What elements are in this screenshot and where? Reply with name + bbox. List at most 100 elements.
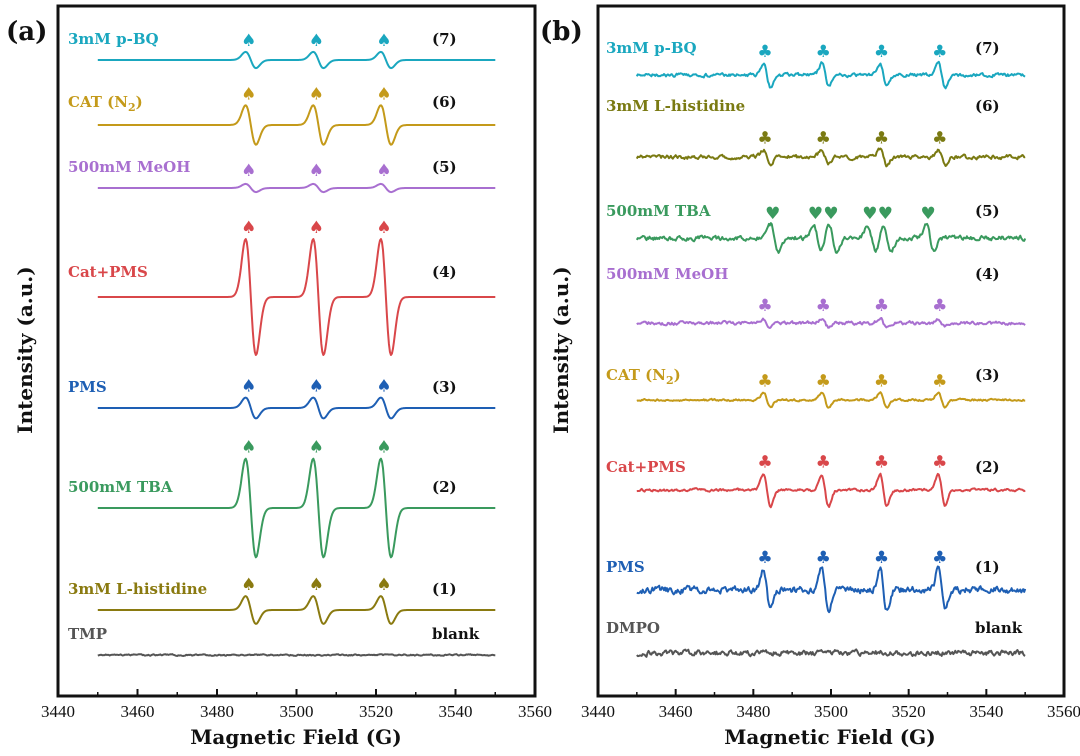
trace-number-label: blank [432, 625, 480, 643]
heart-marker-icon: ♥ [808, 204, 823, 224]
trace-cat-pms [636, 472, 1026, 509]
club-marker-icon: ♣ [874, 371, 889, 391]
club-marker-icon: ♣ [874, 548, 889, 568]
trace-number-label: (7) [975, 39, 1000, 57]
spade-marker-icon: ♠ [309, 575, 324, 595]
heart-marker-icon: ♥ [823, 204, 838, 224]
spade-marker-icon: ♠ [376, 575, 391, 595]
panel-b: (b) 3440 3460 3480 3500 3520 3540 3560 ♣ ♣ ♣ ♣ 3mM… [540, 4, 1080, 749]
trace-number-label: (6) [975, 97, 1000, 115]
trace-500mm-tba [635, 222, 1027, 254]
trace-number-label: (6) [432, 93, 457, 111]
heart-marker-icon: ♥ [878, 204, 893, 224]
x-tick-label: 3520 [892, 702, 926, 721]
trace-500mm-tba [97, 457, 496, 559]
x-tick-label: 3560 [1047, 702, 1080, 721]
trace-number-label: (1) [432, 580, 457, 598]
spade-marker-icon: ♠ [376, 31, 391, 51]
club-marker-icon: ♣ [757, 371, 772, 391]
spade-marker-icon: ♠ [309, 31, 324, 51]
spade-marker-icon: ♠ [241, 575, 256, 595]
trace-number-label: (2) [432, 478, 457, 496]
panel-b-ticks: 3440 3460 3480 3500 3520 3540 3560 [581, 689, 1080, 721]
spade-marker-icon: ♠ [376, 218, 391, 238]
spade-marker-icon: ♠ [376, 377, 391, 397]
x-tick-label: 3500 [814, 702, 848, 721]
trace-label-3mm-p-bq: 3mM p-BQ [68, 30, 159, 48]
x-tick-label: 3440 [41, 702, 75, 721]
spade-marker-icon: ♠ [241, 84, 256, 104]
trace-number-label: (7) [432, 30, 457, 48]
spade-marker-icon: ♠ [376, 438, 391, 458]
club-marker-icon: ♣ [874, 296, 889, 316]
panel-b-letter: (b) [540, 17, 583, 47]
trace-number-label: (2) [975, 458, 1000, 476]
x-tick-label: 3540 [969, 702, 1003, 721]
trace-label-3mm-p-bq: 3mM p-BQ [606, 39, 697, 57]
trace-label-cat-pms: Cat+PMS [68, 263, 148, 281]
trace-3mm-p-bq [635, 60, 1026, 90]
panel-a-ylabel: Intensity (a.u.) [13, 266, 37, 433]
club-marker-icon: ♣ [932, 548, 947, 568]
trace-number-label: (3) [432, 378, 457, 396]
trace-label-cat-n2: CAT (N2) [606, 366, 681, 387]
panel-a-labels: ♠ ♠ ♠ 3mM p-BQ (7) ♠ ♠ ♠ CAT (N2) (6) ♠ ♠ ♠ 500mM MeO… [68, 30, 480, 643]
panel-a: (a) 3440 3460 3480 3500 3520 3540 3560 ♠ ♠ ♠ 3mM … [6, 4, 552, 749]
spade-marker-icon: ♠ [241, 438, 256, 458]
club-marker-icon: ♣ [932, 371, 947, 391]
club-marker-icon: ♣ [932, 296, 947, 316]
spade-marker-icon: ♠ [309, 218, 324, 238]
club-marker-icon: ♣ [757, 42, 772, 62]
panel-a-letter: (a) [6, 17, 47, 47]
heart-marker-icon: ♥ [920, 204, 935, 224]
club-marker-icon: ♣ [816, 296, 831, 316]
club-marker-icon: ♣ [874, 42, 889, 62]
heart-marker-icon: ♥ [765, 204, 780, 224]
panel-b-labels: ♣ ♣ ♣ ♣3mM p-BQ (7)♣ ♣ ♣ ♣3mM L-histidine (6)♥ ♥ ♥… [606, 39, 1023, 637]
club-marker-icon: ♣ [932, 453, 947, 473]
x-tick-label: 3460 [659, 702, 693, 721]
club-marker-icon: ♣ [816, 371, 831, 391]
spade-marker-icon: ♠ [309, 377, 324, 397]
club-marker-icon: ♣ [874, 453, 889, 473]
trace-cat-n2 [636, 391, 1026, 409]
trace-number-label: blank [975, 619, 1023, 637]
trace-label-500mm-meoh: 500mM MeOH [68, 158, 190, 176]
x-tick-label: 3560 [518, 702, 552, 721]
club-marker-icon: ♣ [816, 453, 831, 473]
club-marker-icon: ♣ [757, 453, 772, 473]
trace-cat-pms [97, 238, 496, 356]
trace-label-500mm-meoh: 500mM MeOH [606, 265, 728, 283]
trace-pms [97, 396, 496, 420]
trace-cat-n2 [97, 104, 496, 146]
panel-b-ylabel: Intensity (a.u.) [549, 266, 573, 433]
club-marker-icon: ♣ [816, 128, 831, 148]
x-tick-label: 3480 [200, 702, 234, 721]
spade-marker-icon: ♠ [376, 84, 391, 104]
trace-number-label: (4) [432, 263, 457, 281]
club-marker-icon: ♣ [874, 128, 889, 148]
trace-number-label: (4) [975, 265, 1000, 283]
club-marker-icon: ♣ [816, 548, 831, 568]
club-marker-icon: ♣ [757, 296, 772, 316]
panel-b-xlabel: Magnetic Field (G) [724, 725, 935, 749]
trace-500mm-meoh [97, 182, 496, 194]
trace-3mm-p-bq [97, 50, 496, 70]
trace-label-dmpo: DMPO [606, 619, 660, 637]
panel-a-ticks: 3440 3460 3480 3500 3520 3540 3560 [41, 689, 552, 721]
club-marker-icon: ♣ [816, 42, 831, 62]
trace-label-pms: PMS [606, 558, 645, 576]
spade-marker-icon: ♠ [241, 377, 256, 397]
panel-a-xlabel: Magnetic Field (G) [190, 725, 401, 749]
trace-label-500mm-tba: 500mM TBA [606, 202, 711, 220]
club-marker-icon: ♣ [757, 128, 772, 148]
x-tick-label: 3460 [121, 702, 155, 721]
trace-pms [636, 565, 1027, 614]
spade-marker-icon: ♠ [241, 218, 256, 238]
trace-number-label: (5) [975, 202, 1000, 220]
trace-label-3mm-l-histidine: 3mM L-histidine [606, 97, 745, 115]
trace-dmpo [636, 648, 1026, 658]
x-tick-label: 3520 [359, 702, 393, 721]
trace-label-500mm-tba: 500mM TBA [68, 478, 173, 496]
